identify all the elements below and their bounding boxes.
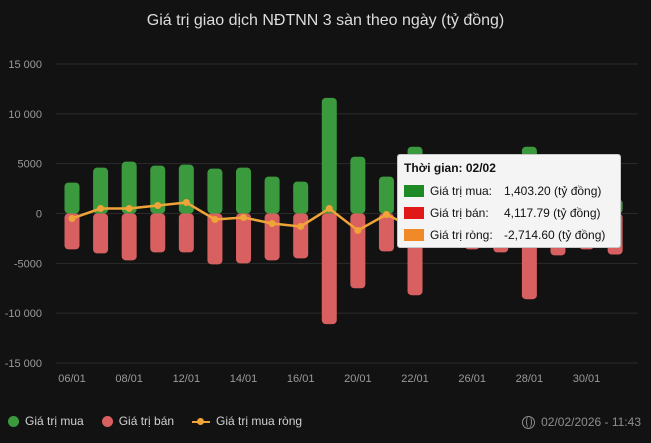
net-point [297,222,305,230]
bar-sell [321,213,337,325]
tooltip-row-sell: Giá trị bán: 4,117.79 (tỷ đồng) [404,202,614,224]
tooltip-label-buy: Giá trị mua: [430,184,493,198]
y-tick-label: -10 000 [5,308,42,320]
legend-label-net: Giá trị mua ròng [216,414,303,428]
net-point [125,205,133,213]
bar-buy [64,182,80,214]
y-tick-label: 0 [36,209,42,221]
legend-label-sell: Giá trị bán [118,414,175,428]
bar-sell [178,213,194,253]
legend-item-sell[interactable]: Giá trị bán [101,414,175,428]
y-tick-label: 5000 [18,159,42,171]
bar-buy [178,164,194,214]
y-tick-label: -15 000 [5,358,42,370]
x-tick-label: 22/01 [401,373,429,385]
net-point [325,205,333,213]
tooltip-swatch-sell [404,207,424,219]
x-axis-ticks: 06/01 08/01 12/01 14/01 16/01 20/01 22/01 26/01… [58,373,600,385]
tooltip-value-sell: 4,117.79 (tỷ đồng) [504,206,601,220]
x-tick-label: 26/01 [458,373,486,385]
y-tick-label: 15 000 [8,59,42,71]
globe-icon [522,415,536,429]
bar-buy [264,176,280,214]
legend-dot-sell-icon [101,415,113,427]
tooltip-swatch-buy [404,185,424,197]
legend-label-buy: Giá trị mua [25,414,84,428]
x-tick-label: 30/01 [573,373,601,385]
bar-sell [293,213,309,259]
legend-item-buy[interactable]: Giá trị mua [8,414,84,428]
x-tick-label: 08/01 [115,373,143,385]
bar-buy [207,168,223,214]
net-point [382,210,390,218]
bar-buy [150,165,166,214]
chart-title: Giá trị giao dịch NĐTNN 3 sàn theo ngày … [146,12,505,29]
y-axis-ticks: 15 000 10 000 5000 0 -5000 -10 000 -15 000 [5,59,42,370]
legend-line-net-icon [192,416,211,427]
bar-buy [321,97,337,214]
x-tick-label: 12/01 [173,373,201,385]
tooltip-row-net: Giá trị ròng: -2,714.60 (tỷ đồng) [404,224,614,246]
x-tick-label: 20/01 [344,373,372,385]
tooltip-header: Thời gian: 02/02 [404,161,496,175]
tooltip-swatch-net [404,229,424,241]
timestamp: 02/02/2026 - 11:43 [522,415,641,429]
legend-dot-buy-icon [8,415,19,427]
y-tick-label: 10 000 [8,109,42,121]
chart-legend: Giá trị mua Giá trị bán Giá trị mua ròng [8,414,302,428]
net-point [354,226,362,234]
legend-item-net[interactable]: Giá trị mua ròng [192,414,302,428]
tooltip-row-buy: Giá trị mua: 1,403.20 (tỷ đồng) [404,180,614,202]
net-point [97,205,105,213]
bar-buy [350,156,366,214]
bar-sell [150,213,166,253]
x-tick-label: 06/01 [58,373,86,385]
bar-buy [121,161,137,214]
bar-buy [236,167,252,214]
tooltip-value-net: -2,714.60 (tỷ đồng) [504,228,606,242]
bar-sell [207,213,223,265]
bar-sell [264,213,280,261]
tooltip-label-sell: Giá trị bán: [430,206,489,220]
net-point [240,213,248,221]
net-point [268,219,276,227]
x-tick-label: 28/01 [516,373,544,385]
tooltip-label-net: Giá trị ròng: [430,228,493,242]
tooltip-value-buy: 1,403.20 (tỷ đồng) [504,184,602,198]
bar-sell [93,213,109,254]
x-tick-label: 14/01 [230,373,258,385]
tooltip: Thời gian: 02/02 Giá trị mua: 1,403.20 (… [397,154,621,248]
bar-sell [236,213,252,264]
timestamp-text: 02/02/2026 - 11:43 [541,415,641,429]
bar-sell [64,213,80,250]
x-tick-label: 16/01 [287,373,315,385]
bar-sell [350,213,366,289]
bar-buy [93,167,109,214]
y-tick-label: -5000 [14,258,42,270]
bar-buy [378,176,394,214]
net-point [68,214,76,222]
bar-buy [293,181,309,214]
bar-sell [121,213,137,261]
net-point [182,199,190,207]
net-point [211,215,219,223]
net-point [154,202,162,210]
bar-sell [378,213,394,252]
